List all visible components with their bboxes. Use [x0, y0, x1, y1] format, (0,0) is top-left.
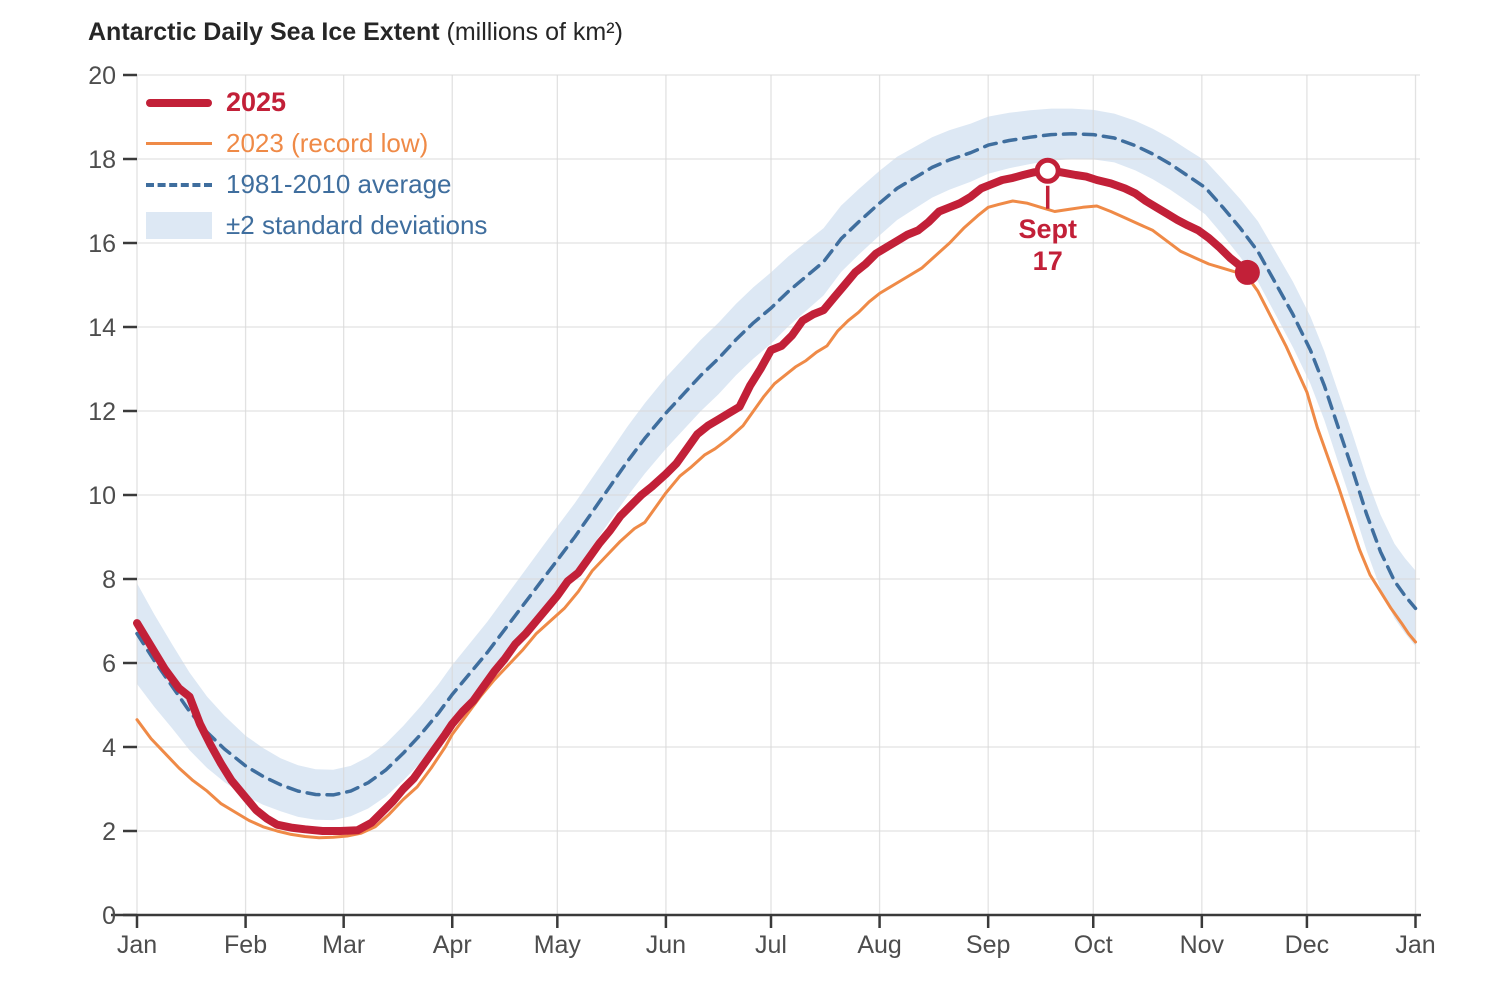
latest-value-marker [1234, 259, 1260, 285]
x-tick-label: Nov [1180, 931, 1225, 959]
y-tick-label: 16 [88, 230, 116, 258]
y-tick-label: 2 [102, 818, 116, 846]
peak-annotation-day: 17 [1032, 245, 1063, 276]
chart-title-main: Antarctic Daily Sea Ice Extent [88, 18, 440, 46]
legend-swatch-stddev-band-icon [146, 212, 212, 239]
chart-legend: 2025 2023 (record low) 1981-2010 average… [146, 82, 487, 246]
x-tick-label: Apr [433, 931, 472, 959]
x-tick-label: Mar [322, 931, 365, 959]
legend-swatch-2025-line-icon [146, 98, 212, 107]
legend-label-stddev-band: ±2 standard deviations [226, 210, 488, 240]
y-tick-label: 4 [102, 734, 116, 762]
peak-marker [1034, 157, 1061, 184]
x-tick-label: Sep [966, 931, 1010, 959]
legend-item-2025: 2025 [146, 82, 487, 123]
x-tick-label: Oct [1074, 931, 1113, 959]
x-tick-label: Jun [646, 931, 686, 959]
x-tick-label: Jul [755, 931, 787, 959]
chart-title: Antarctic Daily Sea Ice Extent (millions… [88, 18, 623, 47]
y-tick-label: 0 [102, 902, 116, 930]
series-line-1981-2010-average [135, 132, 1418, 797]
chart-title-units: (millions of km²) [446, 18, 623, 46]
x-tick-label: Dec [1285, 931, 1329, 959]
y-tick-label: 20 [88, 62, 116, 90]
y-tick-label: 14 [88, 314, 116, 342]
y-tick-label: 18 [88, 146, 116, 174]
series-line-2025 [133, 166, 1252, 835]
legend-label-2025: 2025 [226, 87, 287, 117]
x-tick-label: Feb [224, 931, 267, 959]
peak-annotation: Sept 17 [968, 213, 1128, 277]
y-tick-label: 12 [88, 398, 116, 426]
legend-label-2023: 2023 (record low) [226, 128, 429, 158]
legend-swatch-2023-line-icon [146, 142, 212, 145]
peak-annotation-month: Sept [1018, 213, 1077, 244]
legend-label-average: 1981-2010 average [226, 169, 452, 199]
x-tick-label: Aug [857, 931, 901, 959]
y-tick-label: 10 [88, 482, 116, 510]
legend-item-average: 1981-2010 average [146, 164, 487, 205]
x-tick-label: Jan [117, 931, 157, 959]
legend-swatch-average-dashed-line-icon [146, 182, 212, 187]
x-tick-label: May [534, 931, 582, 959]
x-tick-label: Jan [1395, 931, 1435, 959]
y-tick-label: 8 [102, 566, 116, 594]
legend-item-stddev-band: ±2 standard deviations [146, 205, 487, 246]
legend-item-2023: 2023 (record low) [146, 123, 487, 164]
y-tick-label: 6 [102, 650, 116, 678]
